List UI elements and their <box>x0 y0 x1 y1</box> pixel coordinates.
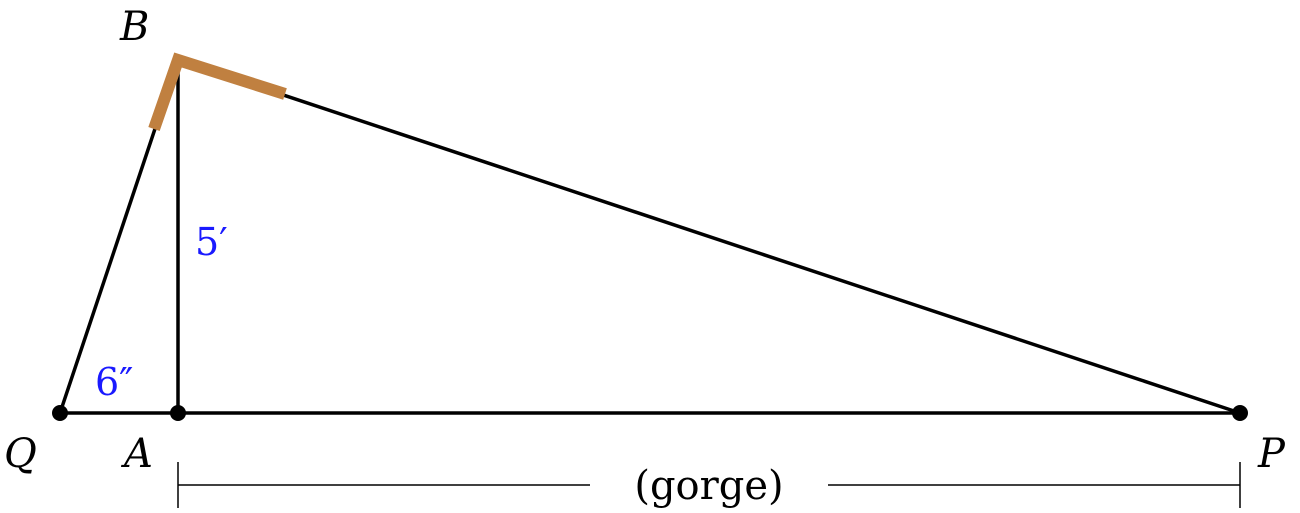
point-Q <box>52 405 68 421</box>
label-B: B <box>119 4 149 50</box>
gorge-label: (gorge) <box>634 463 783 509</box>
offset-measurement: 6″ <box>95 360 133 404</box>
sight-line-BP <box>177 58 1241 415</box>
label-P: P <box>1257 431 1286 477</box>
height-measurement: 5′ <box>195 220 228 264</box>
point-P <box>1232 405 1248 421</box>
label-A: A <box>120 431 153 477</box>
carpenter-square <box>148 52 287 131</box>
point-A <box>170 405 186 421</box>
label-Q: Q <box>4 431 37 477</box>
